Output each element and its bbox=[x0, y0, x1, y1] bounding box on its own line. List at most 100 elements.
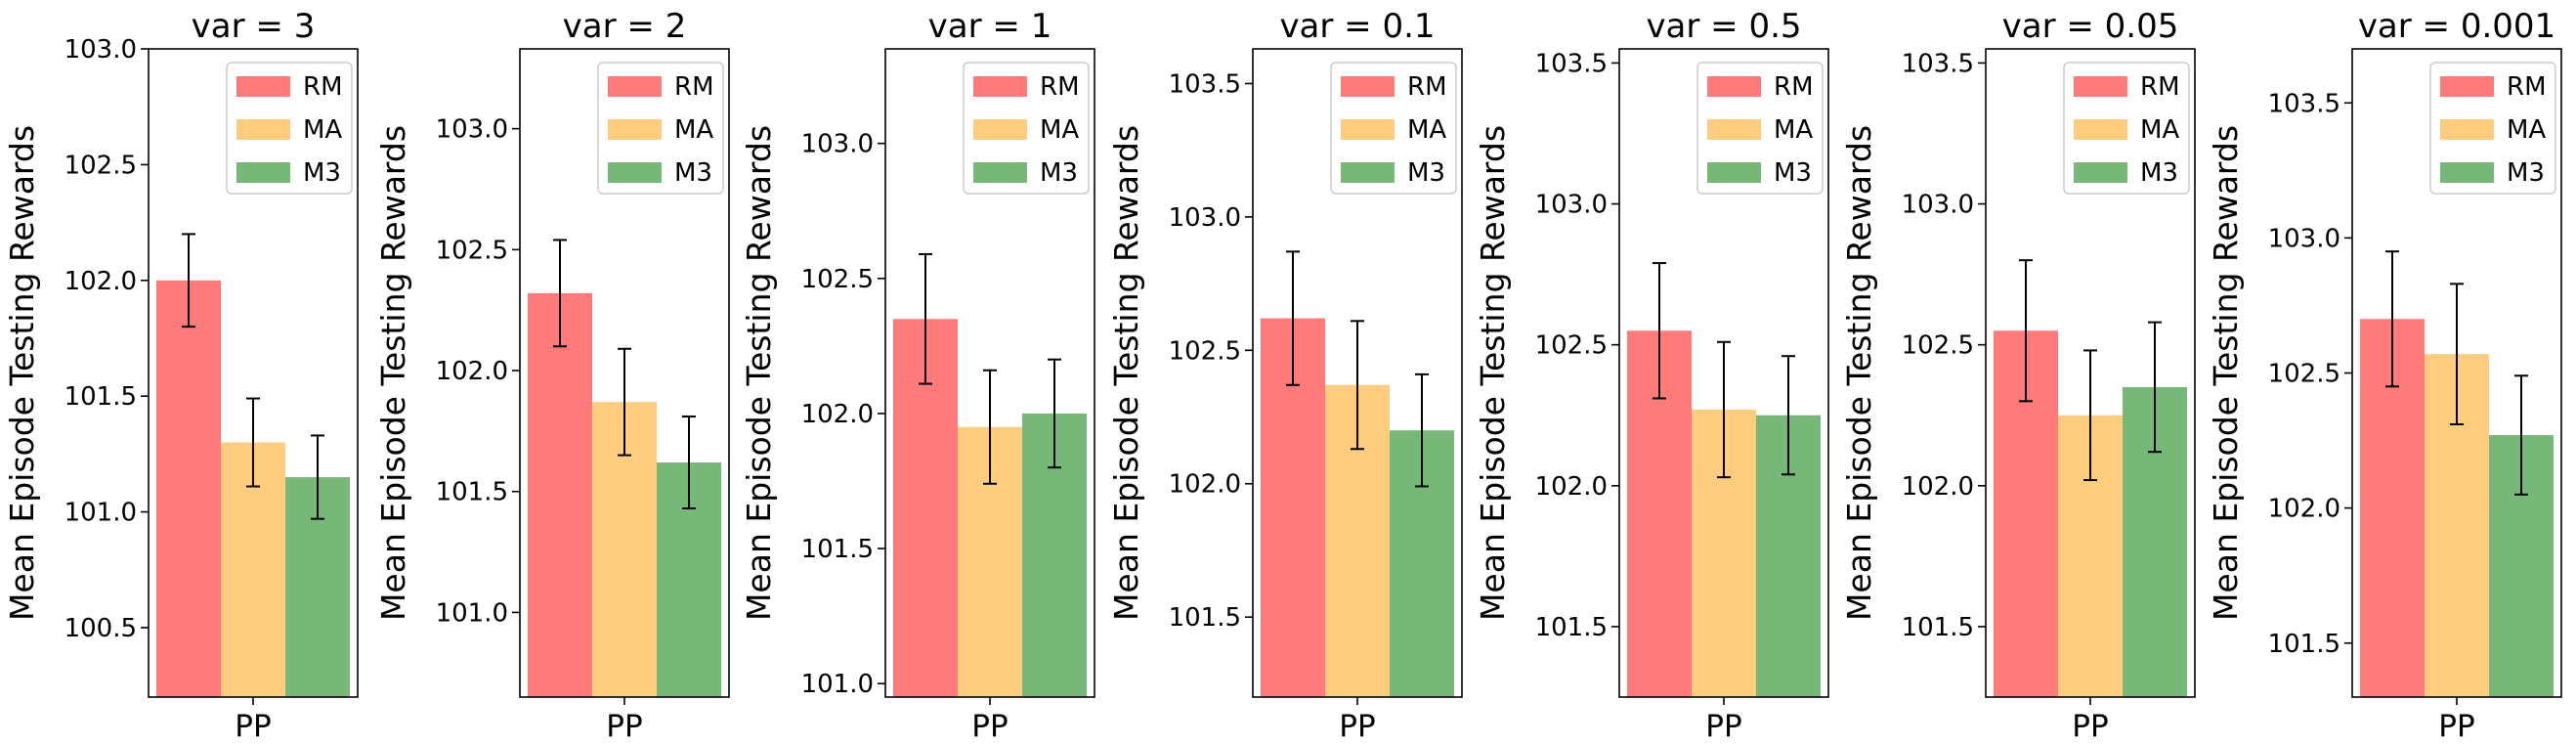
x-tick-label: PP bbox=[1339, 709, 1375, 744]
x-tick-label: PP bbox=[1705, 709, 1741, 744]
legend: RM MA M3 bbox=[963, 62, 1090, 195]
legend-swatch-ma bbox=[2440, 119, 2494, 140]
legend-swatch-rm bbox=[236, 76, 290, 97]
chart-panel: 101.5 102.0 102.5 103.0 103.5 PP var = 0.5 Mean… bbox=[1474, 7, 1829, 744]
legend-label: MA bbox=[674, 115, 713, 145]
y-tick-label: 101.5 bbox=[801, 535, 874, 564]
error-bar bbox=[919, 252, 932, 385]
legend-swatch-ma bbox=[2074, 119, 2127, 140]
legend: RM MA M3 bbox=[1330, 62, 1457, 195]
bar-rm bbox=[528, 292, 592, 697]
error-bar bbox=[2385, 250, 2399, 388]
error-bar bbox=[1351, 320, 1364, 451]
legend-label: MA bbox=[303, 115, 342, 145]
chart-panel: 101.5 102.0 102.5 103.0 103.5 PP var = 0.1 Mean… bbox=[1107, 7, 1463, 744]
y-tick-label: 102.5 bbox=[64, 151, 137, 180]
legend-swatch-ma bbox=[236, 119, 290, 140]
error-bar bbox=[1717, 340, 1731, 479]
legend-label: M3 bbox=[1407, 158, 1445, 188]
legend: RM MA M3 bbox=[2429, 62, 2556, 195]
legend-label: RM bbox=[2140, 72, 2180, 102]
legend-swatch-m3 bbox=[973, 162, 1027, 183]
y-tick-label: 102.0 bbox=[1169, 470, 1241, 500]
y-tick-label: 103.0 bbox=[436, 115, 508, 145]
legend-swatch-m3 bbox=[2074, 162, 2127, 183]
y-tick-label: 103.0 bbox=[2268, 224, 2340, 253]
y-tick-label: 103.5 bbox=[1535, 49, 1608, 78]
chart-title: var = 1 bbox=[928, 7, 1052, 46]
y-axis-label: Mean Episode Testing Rewards bbox=[1840, 125, 1878, 621]
legend-label: M3 bbox=[1774, 158, 1812, 188]
chart-title: var = 2 bbox=[563, 7, 687, 46]
y-tick-label: 101.5 bbox=[64, 382, 137, 412]
error-bar bbox=[1653, 262, 1666, 400]
y-tick-label: 101.0 bbox=[801, 670, 874, 699]
y-tick-label: 102.0 bbox=[1535, 472, 1608, 502]
y-tick-label: 101.5 bbox=[1535, 613, 1608, 642]
y-tick-label: 102.5 bbox=[1535, 331, 1608, 361]
legend-label: RM bbox=[674, 72, 714, 102]
chart-panel: 101.0 101.5 102.0 102.5 103.0 PP var = 1 Mean E… bbox=[740, 7, 1095, 744]
error-bar bbox=[311, 434, 324, 520]
legend-swatch-ma bbox=[1707, 119, 1761, 140]
legend-swatch-ma bbox=[1341, 119, 1395, 140]
y-axis-label: Mean Episode Testing Rewards bbox=[740, 125, 778, 621]
error-bar bbox=[182, 233, 195, 329]
legend-swatch-ma bbox=[973, 119, 1027, 140]
y-tick-label: 101.5 bbox=[2268, 630, 2340, 659]
legend-label: M3 bbox=[2140, 158, 2178, 188]
legend: RM MA M3 bbox=[2063, 62, 2190, 195]
y-tick-label: 103.5 bbox=[2268, 89, 2340, 118]
legend-swatch-m3 bbox=[1341, 162, 1395, 183]
error-bar bbox=[2083, 349, 2097, 482]
x-tick-label: PP bbox=[2438, 709, 2474, 744]
chart-title: var = 0.1 bbox=[1279, 7, 1435, 46]
legend-swatch-rm bbox=[973, 76, 1027, 97]
y-axis-label: Mean Episode Testing Rewards bbox=[1474, 125, 1512, 621]
y-tick-label: 101.0 bbox=[436, 598, 508, 628]
y-tick-label: 101.5 bbox=[1902, 613, 1974, 642]
error-bar bbox=[983, 369, 997, 485]
y-tick-label: 103.5 bbox=[1169, 69, 1241, 99]
bar-rm bbox=[156, 280, 221, 697]
chart-panel: 100.5 101.0 101.5 102.0 102.5 103.0 PP var = 3 M… bbox=[3, 7, 359, 744]
y-axis-label: Mean Episode Testing Rewards bbox=[374, 125, 412, 621]
y-tick-label: 100.5 bbox=[64, 614, 137, 643]
error-bar bbox=[1048, 358, 1061, 469]
chart-panel: 101.5 102.0 102.5 103.0 103.5 PP var = 0.05 Mea… bbox=[1840, 7, 2196, 744]
y-tick-label: 102.0 bbox=[64, 267, 137, 296]
legend: RM MA M3 bbox=[1696, 62, 1824, 195]
chart-panel: 101.5 102.0 102.5 103.0 103.5 PP var = 0.001 Me… bbox=[2207, 7, 2562, 744]
legend-swatch-m3 bbox=[608, 162, 662, 183]
y-tick-label: 102.5 bbox=[801, 265, 874, 294]
y-tick-label: 103.5 bbox=[1902, 49, 1974, 78]
legend-label: MA bbox=[1407, 115, 1446, 145]
legend-swatch-m3 bbox=[236, 162, 290, 183]
legend-label: M3 bbox=[674, 158, 712, 188]
legend-swatch-rm bbox=[608, 76, 662, 97]
legend-label: RM bbox=[1774, 72, 1814, 102]
legend: RM MA M3 bbox=[597, 62, 724, 195]
y-tick-label: 102.0 bbox=[436, 357, 508, 386]
y-tick-label: 101.5 bbox=[436, 478, 508, 507]
error-bar bbox=[246, 397, 260, 488]
y-tick-label: 102.0 bbox=[1902, 472, 1974, 502]
y-tick-label: 103.0 bbox=[1902, 191, 1974, 220]
legend-label: MA bbox=[2140, 115, 2179, 145]
error-bar bbox=[553, 239, 567, 348]
error-bar bbox=[1286, 250, 1300, 386]
legend-swatch-rm bbox=[2074, 76, 2127, 97]
chart-title: var = 0.001 bbox=[2358, 7, 2555, 46]
y-tick-label: 102.5 bbox=[2268, 360, 2340, 389]
error-bar bbox=[2450, 283, 2464, 425]
legend-label: RM bbox=[2507, 72, 2547, 102]
x-tick-label: PP bbox=[235, 709, 271, 744]
legend-swatch-m3 bbox=[1707, 162, 1761, 183]
y-axis-label: Mean Episode Testing Rewards bbox=[3, 125, 41, 621]
error-bar bbox=[2148, 321, 2162, 454]
chart-title: var = 0.5 bbox=[1646, 7, 1801, 46]
error-bar bbox=[2514, 374, 2528, 496]
error-bar bbox=[2019, 259, 2033, 403]
legend-label: MA bbox=[1774, 115, 1813, 145]
